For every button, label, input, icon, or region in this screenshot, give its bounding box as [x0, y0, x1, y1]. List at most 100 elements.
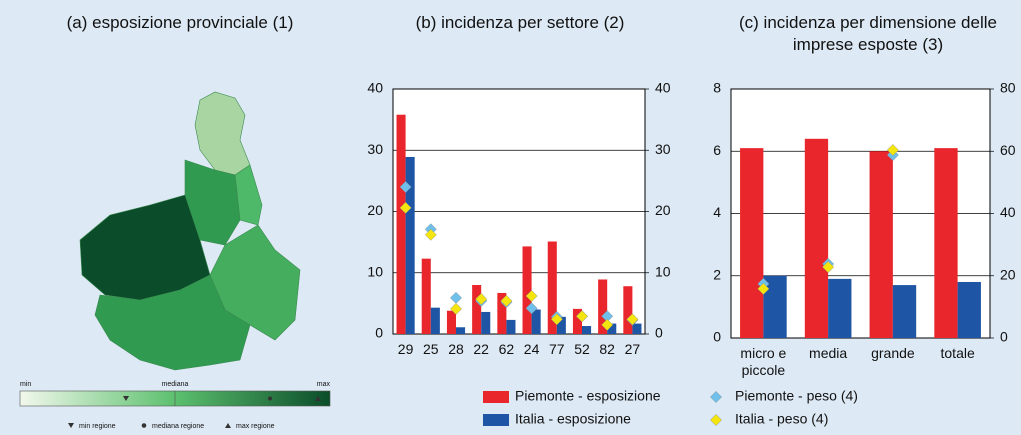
marker: [500, 294, 513, 307]
bar: [869, 151, 893, 338]
x-tick-label: 25: [422, 341, 439, 357]
scale-label: min: [20, 381, 31, 388]
legend-swatch: [483, 391, 509, 403]
legend-label: Italia - peso (4): [735, 411, 828, 427]
x-tick-label: 62: [498, 341, 515, 357]
legend-label: Piemonte - esposizione: [515, 388, 661, 404]
marker: [886, 144, 899, 156]
marker: [525, 290, 538, 302]
bar: [623, 286, 633, 334]
legend-label: Piemonte - peso (4): [735, 388, 858, 404]
y-tick-label: 8: [713, 80, 721, 96]
legend-marker: [710, 414, 722, 426]
x-tick-label: 52: [574, 341, 590, 357]
marker: [822, 261, 835, 273]
chart-title: (c) incidenza per dimensione delle impre…: [739, 13, 997, 54]
x-tick-label: 77: [548, 341, 565, 357]
marker: [450, 302, 462, 315]
bar: [892, 285, 917, 338]
bar: [740, 148, 764, 338]
legend-label: Italia - esposizione: [515, 411, 631, 427]
x-tick-label: 22: [473, 341, 489, 357]
marker: [424, 228, 437, 241]
bar: [481, 311, 491, 334]
bar: [497, 292, 507, 334]
bar: [828, 278, 852, 338]
bar: [531, 309, 541, 334]
province: [194, 91, 251, 176]
y2-tick-label: 40: [1000, 204, 1016, 220]
province: [79, 194, 211, 301]
marker: [450, 291, 462, 304]
y2-tick-label: 20: [655, 202, 671, 218]
y2-tick-label: 0: [1000, 329, 1008, 345]
bar: [405, 156, 415, 334]
bar: [446, 310, 456, 334]
legend-swatch: [483, 414, 509, 426]
bar: [506, 319, 516, 334]
bar: [456, 327, 466, 334]
min-marker: [123, 396, 129, 401]
marker: [399, 201, 412, 214]
marker: [550, 313, 563, 326]
x-tick-label: totale: [940, 345, 975, 361]
y-tick-label: 0: [375, 325, 383, 341]
legend-label: min regione: [79, 423, 116, 430]
y2-tick-label: 40: [655, 80, 671, 96]
bar: [632, 323, 642, 334]
x-tick-label: 27: [624, 341, 641, 357]
max-marker: [315, 396, 321, 401]
y-tick-label: 40: [367, 80, 383, 96]
marker: [757, 282, 770, 295]
legend-label: max regione: [236, 423, 275, 430]
y-tick-label: 30: [367, 141, 383, 157]
bar: [582, 326, 592, 334]
y2-tick-label: 0: [655, 325, 663, 341]
bar: [763, 275, 787, 338]
legend-max-icon: [225, 423, 231, 428]
x-tick-label: 24: [523, 341, 540, 357]
bar: [598, 279, 608, 334]
marker: [601, 318, 614, 331]
bar: [957, 281, 981, 338]
x-tick-label: micro e piccole: [740, 345, 787, 378]
y-tick-label: 20: [367, 202, 383, 218]
bar: [430, 307, 440, 334]
y-tick-label: 0: [713, 329, 721, 345]
marker: [525, 302, 538, 315]
y2-tick-label: 30: [655, 141, 671, 157]
bar: [572, 308, 582, 334]
legend-label: mediana regione: [152, 423, 204, 430]
marker: [601, 310, 614, 323]
bar: [472, 285, 482, 334]
bar: [556, 316, 566, 334]
y2-tick-label: 60: [1000, 142, 1016, 158]
legend-marker: [710, 391, 722, 403]
y-tick-label: 2: [713, 266, 721, 282]
legend-median-icon: [141, 423, 147, 428]
province: [94, 274, 251, 371]
scale-label: max: [317, 381, 331, 388]
y2-tick-label: 80: [1000, 80, 1016, 96]
scale-label: mediana: [162, 381, 189, 388]
y-tick-label: 4: [713, 204, 721, 220]
bar: [522, 246, 532, 334]
marker: [576, 310, 588, 323]
x-tick-label: media: [809, 345, 848, 361]
y2-tick-label: 20: [1000, 266, 1016, 282]
x-tick-label: 28: [448, 341, 464, 357]
x-tick-label: 29: [397, 341, 414, 357]
chart-title: (a) esposizione provinciale (1): [66, 13, 294, 32]
y-tick-label: 6: [713, 142, 721, 158]
marker: [475, 293, 488, 306]
bar: [396, 114, 406, 334]
bar: [547, 241, 557, 334]
bar: [421, 258, 431, 334]
y2-tick-label: 10: [655, 263, 671, 279]
y-tick-label: 10: [367, 263, 383, 279]
map: [79, 91, 301, 371]
legend-min-icon: [68, 423, 74, 428]
x-tick-label: grande: [871, 345, 915, 361]
chart-title: (b) incidenza per settore (2): [415, 13, 625, 32]
